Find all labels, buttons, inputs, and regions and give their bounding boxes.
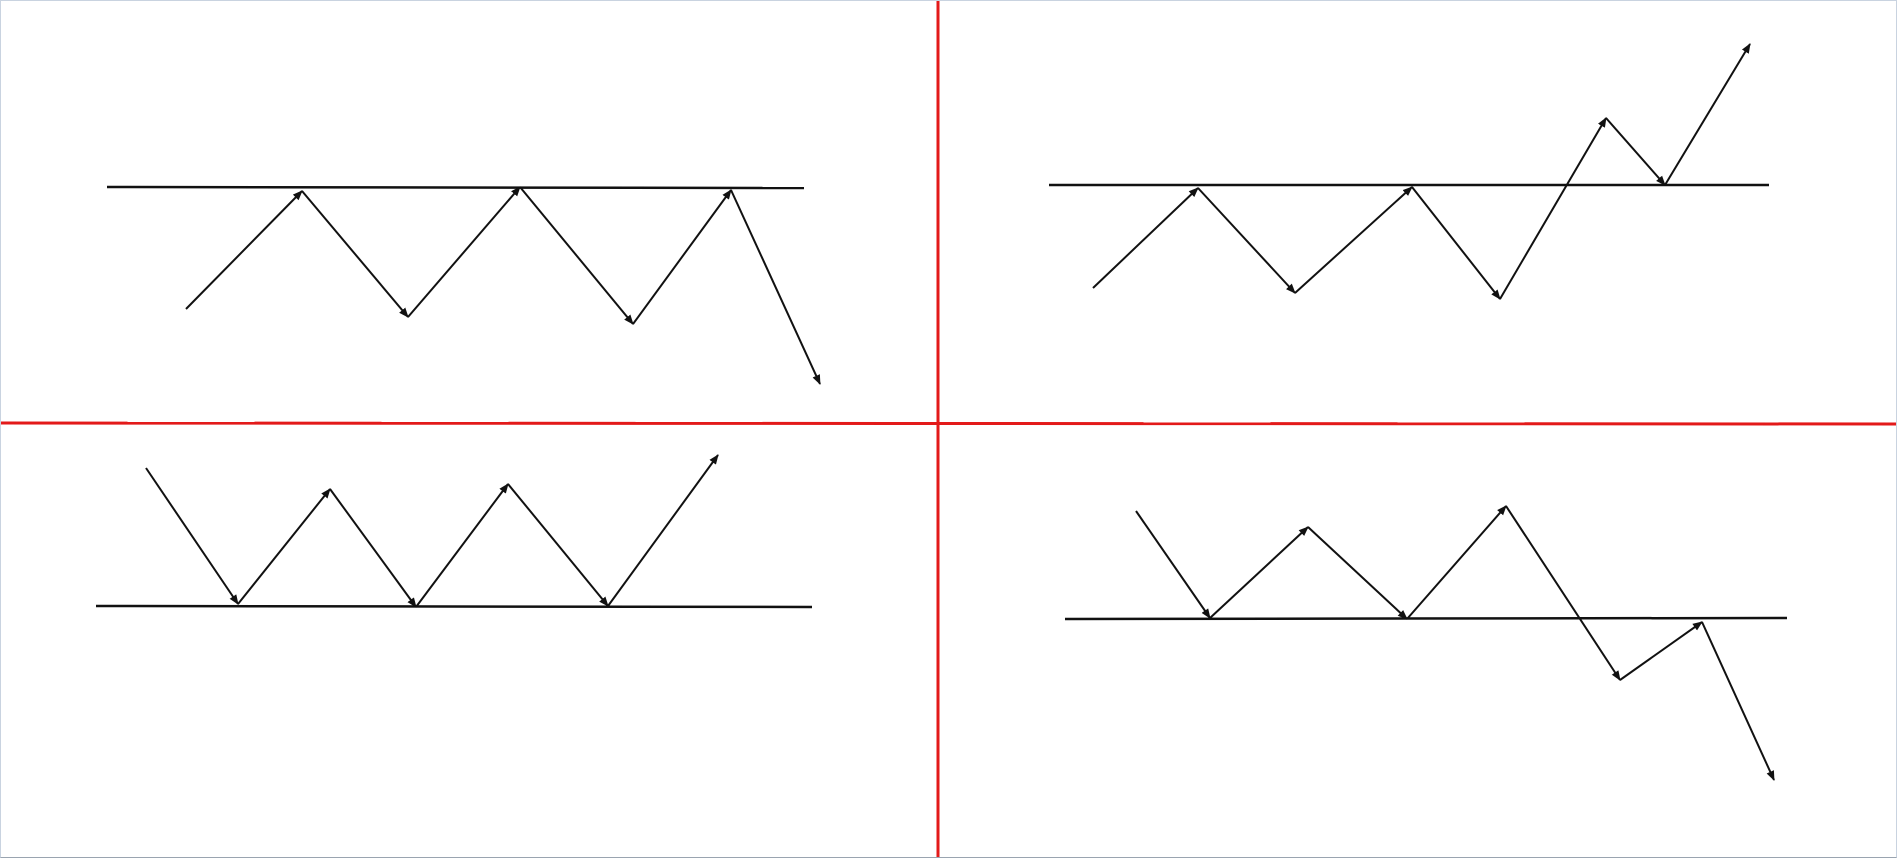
trend-segment [1209, 526, 1309, 619]
trend-segment [185, 190, 303, 310]
trend-segment [237, 488, 331, 605]
trend-segment [1411, 186, 1501, 300]
trend-segment [301, 190, 409, 318]
trend-segment [407, 186, 521, 318]
support-line [95, 604, 813, 609]
trend-segment [1605, 117, 1666, 186]
trend-segment [1499, 117, 1607, 300]
trend-segment [1307, 526, 1408, 620]
support-line [1064, 616, 1788, 621]
horizontal-divider [0, 421, 1897, 426]
trend-segment [507, 483, 609, 607]
resistance-line [106, 185, 805, 190]
breakout-arrow [730, 189, 821, 385]
breakout-arrow [1664, 43, 1751, 186]
breakout-arrow [607, 454, 719, 607]
panel-bottom-right [1064, 505, 1788, 781]
panel-top-left [106, 185, 821, 385]
trend-segment [1135, 510, 1211, 619]
trend-segment [632, 189, 732, 325]
trend-segment [145, 467, 239, 605]
trend-segment [1197, 187, 1296, 294]
breakout-arrow [1701, 621, 1775, 781]
panel-top-right [1049, 43, 1769, 300]
trend-segment [519, 186, 634, 325]
trend-segment [1294, 186, 1413, 294]
panel-bottom-left [95, 454, 813, 609]
trend-segment [329, 488, 417, 608]
trend-segment [1092, 187, 1199, 289]
trend-segment [1406, 505, 1507, 620]
trend-segment [415, 483, 509, 608]
trend-segment [1619, 621, 1703, 681]
trend-segment [1505, 505, 1621, 681]
